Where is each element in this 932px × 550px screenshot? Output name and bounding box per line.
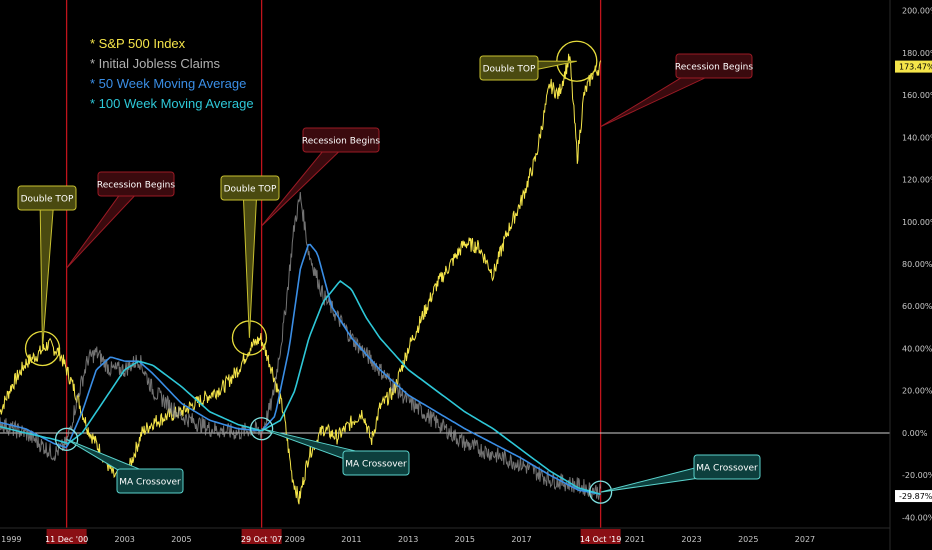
date-marker-label-0: 11 Dec '00 (45, 535, 88, 544)
x-tick-label-8: 2021 (625, 535, 645, 544)
callout-label-0: Double TOP (21, 195, 74, 205)
callout-box-6 (116, 468, 184, 494)
x-tick-label-9: 2023 (681, 535, 701, 544)
x-tick-label-10: 2025 (738, 535, 758, 544)
callout-label-3: Recession Begins (97, 181, 175, 191)
y-tick-label-6: 80.00% (902, 260, 932, 269)
callout-label-8: MA Crossover (696, 464, 758, 474)
annotation-circle-7 (249, 417, 274, 441)
x-tick-label-7: 2017 (511, 535, 531, 544)
series-line-1 (0, 192, 602, 500)
callout-box-2 (479, 55, 539, 81)
x-tick-label-4: 2011 (341, 535, 361, 544)
callout-label-7: MA Crossover (345, 460, 407, 470)
y-tick-label-12: -40.00% (902, 513, 932, 522)
series-line-2 (0, 243, 601, 495)
legend-item-100-week-ma: * 100 Week Moving Average (90, 96, 254, 111)
x-tick-label-1: 2003 (115, 535, 135, 544)
callout-box-4 (302, 127, 380, 153)
x-axis: 1999 2003 2005 2009 2011 2013 2015 2017 2021 2023… (0, 527, 890, 544)
callout-label-4: Recession Begins (302, 137, 380, 147)
y-tick-label-0: 200.00% (902, 7, 932, 16)
y-tick-label-4: 120.00% (902, 176, 932, 185)
callout-box-5 (675, 53, 753, 79)
y-tick-label-9: 20.00% (902, 387, 932, 396)
date-marker-label-2: 14 Oct '19 (580, 535, 621, 544)
x-tick-label-2: 2005 (171, 535, 191, 544)
y-tick-label-8: 40.00% (902, 344, 932, 353)
series-lines (0, 53, 602, 505)
price-tag-0 (895, 60, 932, 73)
callout-pointer-0 (39, 197, 55, 349)
date-marker-1 (241, 529, 282, 544)
series-line-0 (0, 53, 602, 505)
callout-label-2: Double TOP (483, 65, 536, 75)
legend-item-50-week-ma: * 50 Week Moving Average (90, 76, 247, 91)
annotation-circle-6 (54, 427, 79, 451)
callout-box-3 (97, 171, 175, 197)
callout-box-1 (220, 175, 280, 201)
price-tag-1 (895, 490, 932, 503)
y-axis: 200.00% 180.00% 160.00% 140.00% 120.00% 100.0… (889, 0, 932, 550)
price-tag-label-0: 173.47% (899, 63, 932, 72)
y-tick-label-5: 100.00% (902, 218, 932, 227)
y-tick-label-7: 60.00% (902, 302, 932, 311)
y-tick-label-1: 180.00% (902, 49, 932, 58)
y-tick-label-11: -20.00% (902, 471, 932, 480)
date-marker-0 (46, 529, 87, 544)
legend-item-jobless-claims: * Initial Jobless Claims (90, 56, 221, 71)
callout-label-6: MA Crossover (119, 478, 181, 488)
legend: * S&P 500 Index * Initial Jobless Claims… (90, 34, 254, 114)
callout-pointer-1 (242, 187, 258, 338)
y-tick-label-3: 140.00% (902, 133, 932, 142)
x-tick-label-5: 2013 (398, 535, 418, 544)
date-marker-2 (580, 529, 621, 544)
x-tick-label-6: 2015 (455, 535, 475, 544)
callout-box-8 (693, 454, 761, 480)
price-tag-label-1: -29.87% (899, 492, 932, 501)
annotation-circle-8 (588, 480, 613, 504)
callout-box-0 (17, 185, 77, 211)
legend-item-sp500: * S&P 500 Index (90, 36, 186, 51)
callouts: Double TOP Double TOP Double TOP Recession … (17, 53, 761, 494)
callout-label-1: Double TOP (224, 185, 277, 195)
x-tick-label-11: 2027 (795, 535, 815, 544)
callout-label-5: Recession Begins (675, 63, 753, 73)
series-line-3 (0, 280, 601, 495)
x-tick-label-3: 2009 (285, 535, 305, 544)
callout-box-7 (342, 450, 410, 476)
y-tick-label-2: 160.00% (902, 91, 932, 100)
y-tick-label-10: 0.00% (902, 429, 928, 438)
date-marker-label-1: 29 Oct '07 (241, 535, 282, 544)
x-tick-label-0: 1999 (1, 535, 21, 544)
